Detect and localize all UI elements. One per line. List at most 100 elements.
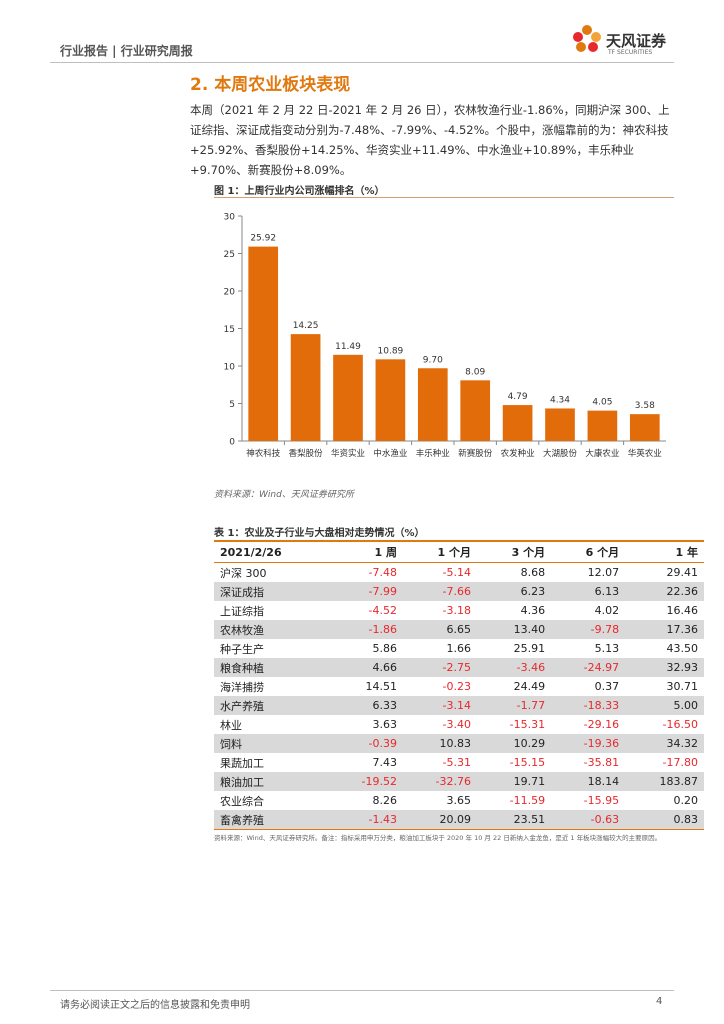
x-category-label: 丰乐种业 xyxy=(416,448,450,459)
table-column-header: 3 个月 xyxy=(477,540,552,563)
table-cell: -15.15 xyxy=(509,756,546,769)
table-title: 表 1：农业及子行业与大盘相对走势情况（%） xyxy=(214,528,425,539)
table-cell: 5.00 xyxy=(625,696,704,715)
row-label: 沪深 300 xyxy=(220,566,267,580)
table-cell: 4.66 xyxy=(328,658,403,677)
table-cell: -1.86 xyxy=(328,620,403,639)
table-cell: -7.99 xyxy=(328,582,403,601)
table-cell: 20.09 xyxy=(402,810,478,830)
table-cell: 25.91 xyxy=(513,642,546,655)
table-row: 饲料 -0.39 10.83 10.29 -19.36 34.32 xyxy=(214,734,704,753)
logo-text: 天风证券 xyxy=(606,32,667,50)
y-tick-label: 25 xyxy=(224,250,235,260)
table-cell: -1.43 xyxy=(328,810,403,830)
table-cell: 3.63 xyxy=(372,718,397,731)
table-column-header: 1 周 xyxy=(328,540,403,563)
flower-logo-icon xyxy=(573,25,601,52)
table-cell: -17.80 xyxy=(662,756,698,769)
table-row: 粮油加工 -19.52 -32.76 19.71 18.14 183.87 xyxy=(214,772,704,791)
table-cell: -1.77 xyxy=(477,696,552,715)
y-tick-label: 0 xyxy=(229,438,235,448)
row-label: 种子生产 xyxy=(220,642,264,656)
y-tick-label: 15 xyxy=(224,325,235,335)
x-category-label: 农发种业 xyxy=(501,448,535,459)
table-cell: 7.43 xyxy=(372,756,397,769)
row-label: 农业综合 xyxy=(220,794,264,808)
x-category-label: 大康农业 xyxy=(585,448,619,459)
bar-8 xyxy=(545,408,575,441)
table-date-header: 2021/2/26 xyxy=(214,540,329,563)
table-cell: -0.23 xyxy=(442,680,472,693)
x-category-label: 华英农业 xyxy=(628,448,662,459)
table-row: 农业综合 8.26 3.65 -11.59 -15.95 0.20 xyxy=(214,791,704,810)
bar-4 xyxy=(375,359,406,441)
report-category: 行业报告 | 行业研究周报 xyxy=(60,44,193,58)
table-cell: -5.14 xyxy=(442,566,472,579)
y-tick-label: 20 xyxy=(224,288,236,298)
table-cell: -35.81 xyxy=(583,756,620,769)
table-cell: 8.26 xyxy=(372,794,397,807)
table-note: 资料来源：Wind、天风证券研究所。备注：指标采用申万分类，粮油加工板块于 20… xyxy=(214,834,662,842)
table-row: 水产养殖 6.33 -3.14 -1.77 -18.33 5.00 xyxy=(214,696,704,715)
page-number: 4 xyxy=(656,996,663,1007)
table-cell: -18.33 xyxy=(551,696,626,715)
table-cell: 12.07 xyxy=(587,566,620,579)
table-cell: 6.33 xyxy=(328,696,403,715)
bar-value-label: 9.70 xyxy=(423,355,443,365)
bar-value-label: 14.25 xyxy=(293,321,319,331)
table-cell: 4.02 xyxy=(594,604,620,617)
table-row: 果蔬加工 7.43 -5.31 -15.15 -35.81 -17.80 xyxy=(214,753,704,772)
table-cell: 10.83 xyxy=(402,734,478,753)
figure-title-divider xyxy=(214,197,674,198)
table-cell: -5.31 xyxy=(442,756,472,769)
table-cell: -15.95 xyxy=(583,794,620,807)
y-tick-label: 10 xyxy=(224,363,236,373)
header-divider xyxy=(50,62,674,63)
table-cell: 14.51 xyxy=(365,680,397,693)
table-cell: 5.86 xyxy=(372,642,397,655)
table-cell: 16.46 xyxy=(666,604,699,617)
y-tick-label: 5 xyxy=(229,400,235,410)
table-row: 粮食种植 4.66 -2.75 -3.46 -24.97 32.93 xyxy=(214,658,704,677)
table-cell: 0.37 xyxy=(594,680,620,693)
table-cell: -9.78 xyxy=(551,620,626,639)
bar-10 xyxy=(629,414,660,441)
table-cell: 3.65 xyxy=(446,794,472,807)
table-cell: 6.23 xyxy=(477,582,552,601)
table-cell: 19.71 xyxy=(477,772,552,791)
bar-value-label: 10.89 xyxy=(378,346,404,356)
table-column-header: 6 个月 xyxy=(551,540,626,563)
table-cell: 0.83 xyxy=(625,810,704,830)
table-cell: 0.20 xyxy=(673,794,699,807)
table-row: 畜禽养殖 -1.43 20.09 23.51 -0.63 0.83 xyxy=(214,810,704,830)
table-cell: -2.75 xyxy=(402,658,478,677)
table-cell: -15.31 xyxy=(509,718,546,731)
table-cell: -7.66 xyxy=(402,582,478,601)
table-cell: -19.52 xyxy=(328,772,403,791)
bar-6 xyxy=(460,380,491,441)
table-row: 农林牧渔 -1.86 6.65 13.40 -9.78 17.36 xyxy=(214,620,704,639)
table-cell: -16.50 xyxy=(662,718,698,731)
bar-9 xyxy=(587,410,618,441)
disclaimer-text: 请务必阅读正文之后的信息披露和免责申明 xyxy=(60,1000,250,1011)
table-cell: -19.36 xyxy=(551,734,626,753)
tf-securities-logo: 天风证券 TF SECURITIES xyxy=(570,22,680,62)
bar-5 xyxy=(417,368,448,441)
table-row: 深证成指 -7.99 -7.66 6.23 6.13 22.36 xyxy=(214,582,704,601)
x-category-label: 神农科技 xyxy=(246,448,281,459)
table-cell: 43.50 xyxy=(666,642,699,655)
table-cell: -3.40 xyxy=(442,718,472,731)
row-label: 上证综指 xyxy=(220,604,264,618)
table-cell: -3.46 xyxy=(477,658,552,677)
table-cell: -11.59 xyxy=(509,794,546,807)
table-cell: 13.40 xyxy=(477,620,552,639)
x-category-label: 香梨股份 xyxy=(289,448,324,459)
bar-7 xyxy=(502,405,533,441)
table-cell: 8.68 xyxy=(520,566,546,579)
row-label: 果蔬加工 xyxy=(220,756,264,770)
table-column-header: 1 年 xyxy=(625,540,704,563)
table-cell: 23.51 xyxy=(477,810,552,830)
table-cell: 6.13 xyxy=(551,582,626,601)
row-label: 农林牧渔 xyxy=(214,620,329,639)
